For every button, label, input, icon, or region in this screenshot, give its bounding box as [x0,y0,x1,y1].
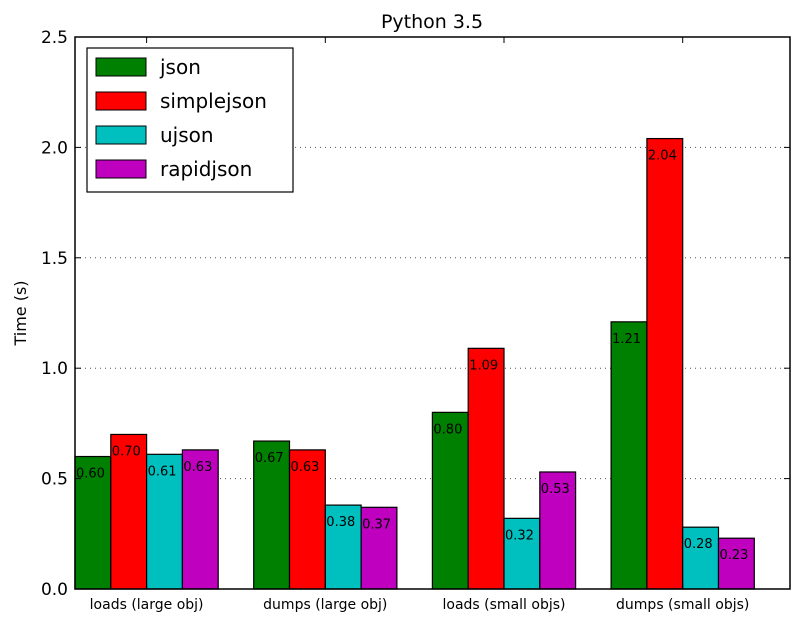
plot-frame [74,36,791,590]
bar-simplejson [646,137,684,590]
bar-ujson [324,504,362,590]
y-tick-label: 2.5 [41,28,68,48]
legend-swatch-simplejson [95,91,147,111]
bar-json [431,411,469,590]
y-axis-label: Time (s) [11,280,30,346]
y-tick-label: 2.0 [41,138,68,158]
legend-swatch-json [95,57,147,77]
bar-value-label: 0.23 [720,548,749,563]
bar-rapidjson [360,506,398,590]
bar-value-label: 0.67 [255,451,284,466]
bar-value-label: 0.70 [112,444,141,459]
bar-ujson [503,517,541,590]
x-tick-label: loads (large obj) [90,597,204,613]
bar-json [610,321,648,590]
bar-value-label: 0.61 [148,464,177,479]
bar-value-label: 0.53 [541,482,570,497]
bar-value-label: 0.60 [76,467,105,482]
bar-rapidjson [181,449,219,590]
legend-label: simplejson [160,89,267,113]
x-tick-label: dumps (small objs) [616,597,749,613]
legend-label: json [159,55,201,79]
bar-value-label: 0.63 [183,460,212,475]
bar-value-label: 1.21 [612,332,641,347]
bar-simplejson [288,449,326,590]
x-tick-label: loads (small objs) [443,597,566,613]
legend-label: rapidjson [160,157,252,181]
x-tick-label: dumps (large obj) [263,597,387,613]
legend-swatch-ujson [95,125,147,145]
bar-value-label: 0.28 [684,537,713,552]
legend-swatch-rapidjson [95,159,147,179]
bar-value-label: 0.80 [433,422,462,437]
y-tick-label: 1.5 [41,249,68,269]
y-tick-label: 1.0 [41,359,68,379]
legend-label: ujson [160,123,214,147]
bar-simplejson [110,433,148,590]
bar-simplejson [467,347,505,590]
bar-rapidjson [717,537,755,590]
bar-value-label: 0.37 [362,517,391,532]
bar-ujson [682,526,720,590]
chart-title: Python 3.5 [381,11,483,33]
bar-value-label: 0.63 [291,460,320,475]
bar-value-label: 1.09 [469,358,498,373]
bar-value-label: 0.32 [505,528,534,543]
y-tick-label: 0.0 [41,580,68,600]
bar-value-label: 2.04 [648,149,677,164]
bar-value-label: 0.38 [326,515,355,530]
y-tick-label: 0.5 [41,470,68,490]
